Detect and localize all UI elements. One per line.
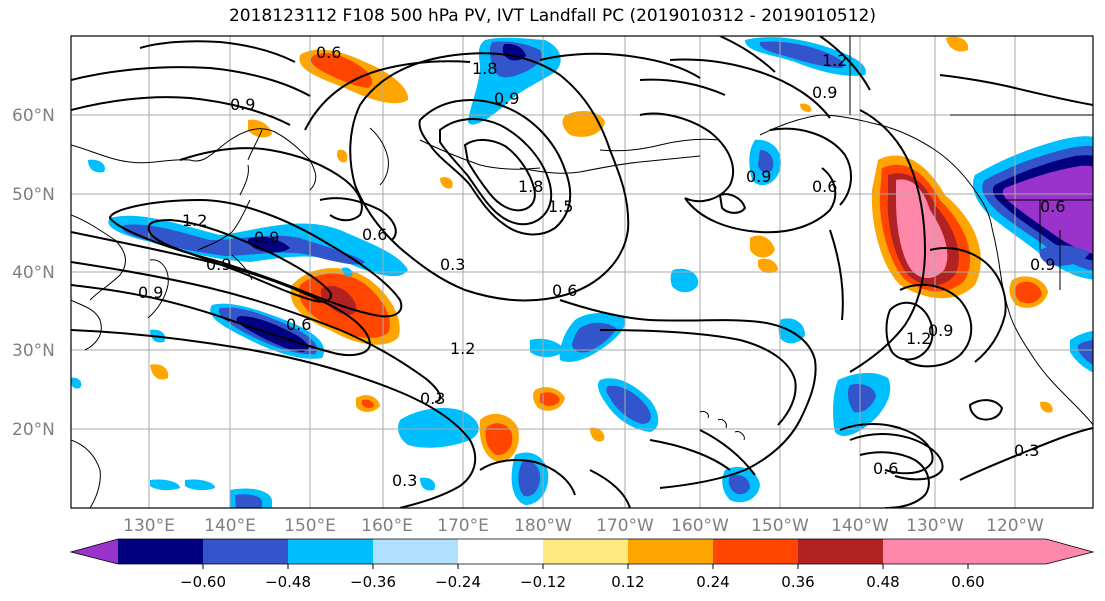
- colorbar-tick-label: −0.12: [520, 573, 566, 591]
- colorbar-segment: [203, 539, 288, 564]
- colorbar-tick-label: −0.48: [265, 573, 311, 591]
- colorbar-segment: [458, 539, 543, 564]
- contour-label: 0.3: [1014, 441, 1039, 460]
- contour-labels: 0.6 1.8 0.9 1.2 0.9 1.8 1.5 1.2 0.9 0.6 …: [138, 43, 1065, 490]
- lat-label: 50°N: [12, 185, 55, 205]
- lon-label: 140°E: [204, 516, 256, 536]
- colorbar-segment: [373, 539, 458, 564]
- lon-label: 140°W: [831, 516, 889, 536]
- contour-label: 1.2: [906, 329, 931, 348]
- contour-label: 0.6: [812, 177, 837, 196]
- colorbar: −0.60 −0.48 −0.36 −0.24 −0.12 0.12 0.24 …: [69, 538, 1095, 591]
- contour-label: 1.2: [182, 211, 207, 230]
- lon-label: 130°W: [906, 516, 964, 536]
- contour-label: 0.3: [392, 471, 417, 490]
- colorbar-segment: [543, 539, 628, 564]
- lon-label: 130°E: [123, 516, 175, 536]
- colorbar-tick-label: −0.60: [180, 573, 226, 591]
- contour-label: 1.8: [472, 59, 497, 78]
- lon-label: 170°W: [596, 516, 654, 536]
- lon-label: 170°E: [437, 516, 489, 536]
- contour-label: 0.9: [746, 167, 771, 186]
- contour-label: 0.3: [420, 389, 445, 408]
- lon-label: 160°W: [671, 516, 729, 536]
- colorbar-tick-label: 0.24: [696, 573, 729, 591]
- lat-label: 20°N: [12, 420, 55, 440]
- lat-label: 60°N: [12, 106, 55, 126]
- colorbar-tick-label: −0.24: [435, 573, 481, 591]
- contour-label: 0.6: [286, 315, 311, 334]
- map-title: 2018123112 F108 500 hPa PV, IVT Landfall…: [228, 6, 876, 26]
- contour-label: 0.9: [206, 255, 231, 274]
- longitude-labels: 130°E 140°E 150°E 160°E 170°E 180°W 170°…: [123, 516, 1044, 536]
- colorbar-segment: [798, 539, 883, 564]
- contour-label: 0.3: [440, 255, 465, 274]
- contour-label: 0.9: [138, 283, 163, 302]
- contour-label: 1.2: [822, 51, 847, 70]
- map-frame: [70, 35, 1094, 509]
- contour-label: 0.6: [873, 459, 898, 478]
- lon-label: 150°W: [751, 516, 809, 536]
- contour-label: 0.6: [316, 43, 341, 62]
- contour-label: 1.2: [450, 339, 475, 358]
- colorbar-tick-label: 0.60: [951, 573, 984, 591]
- lat-label: 30°N: [12, 341, 55, 361]
- lon-label: 160°E: [361, 516, 413, 536]
- contour-label: 0.6: [362, 225, 387, 244]
- pv-contours: [71, 36, 1093, 508]
- contour-label: 0.6: [552, 281, 577, 300]
- colorbar-right-extension: [1046, 539, 1093, 564]
- contour-label: 0.9: [494, 89, 519, 108]
- colorbar-tick-label: 0.12: [611, 573, 644, 591]
- contour-label: 0.6: [1040, 197, 1065, 216]
- lon-label: 150°E: [284, 516, 336, 536]
- lon-label: 120°W: [986, 516, 1044, 536]
- contour-label: 1.8: [518, 177, 543, 196]
- contour-label: 0.9: [928, 321, 953, 340]
- colorbar-segment: [883, 539, 968, 564]
- colorbar-segment: [118, 539, 203, 564]
- colorbar-tick-label: 0.48: [866, 573, 899, 591]
- lat-label: 40°N: [12, 263, 55, 283]
- latitude-labels: 60°N 50°N 40°N 30°N 20°N: [12, 106, 55, 440]
- colorbar-segment: [288, 539, 373, 564]
- contour-label: 0.9: [1030, 255, 1055, 274]
- lon-label: 180°W: [514, 516, 572, 536]
- colorbar-ticks: −0.60 −0.48 −0.36 −0.24 −0.12 0.12 0.24 …: [180, 573, 985, 591]
- colorbar-segment: [713, 539, 798, 564]
- contour-label: 0.9: [230, 95, 255, 114]
- colorbar-tick-label: 0.36: [781, 573, 814, 591]
- colorbar-tick-label: −0.36: [350, 573, 396, 591]
- contour-label: 1.5: [548, 197, 573, 216]
- colorbar-segment: [968, 539, 1046, 564]
- contour-label: 0.9: [812, 83, 837, 102]
- colorbar-left-extension: [71, 539, 118, 564]
- colorbar-segment: [628, 539, 713, 564]
- contour-label: 0.9: [254, 228, 279, 247]
